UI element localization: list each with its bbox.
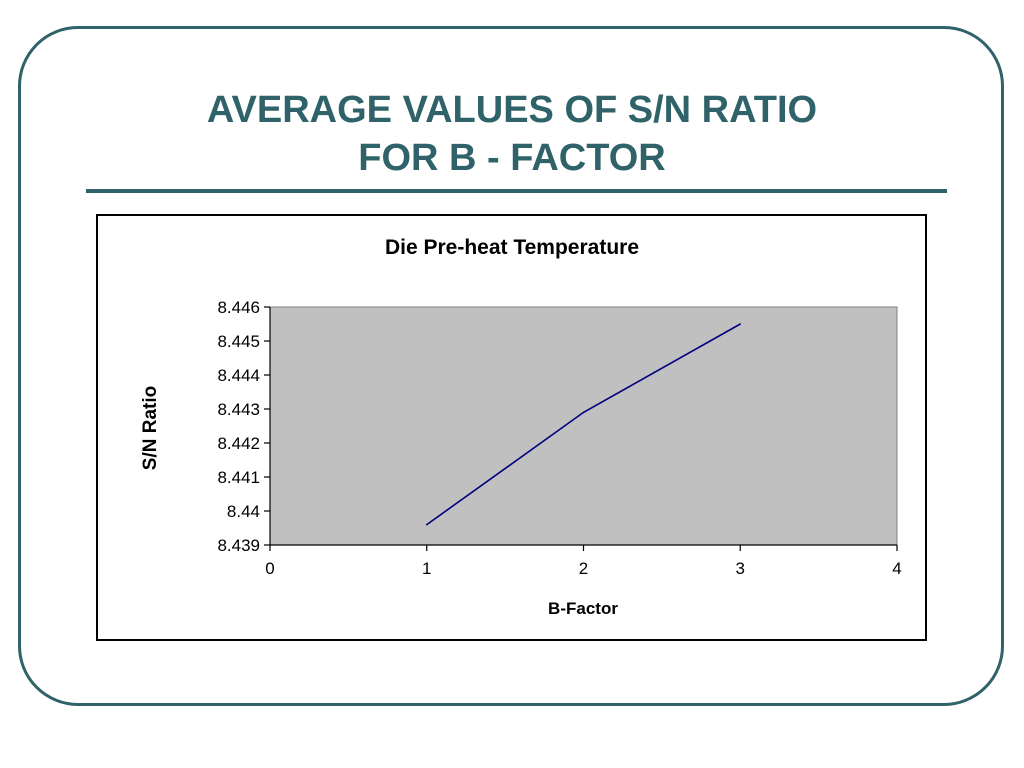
- plot-area: [269, 306, 898, 546]
- x-tick-label: 2: [579, 559, 588, 578]
- x-axis: 0 1 2 3 4: [265, 544, 902, 578]
- y-tick-label: 8.446: [217, 298, 260, 317]
- series-layer: [425, 323, 742, 526]
- chart-title: Die Pre-heat Temperature: [385, 236, 639, 259]
- y-tick-label: 8.444: [217, 366, 260, 385]
- y-axis-label: S/N Ratio: [140, 386, 161, 470]
- y-tick-label: 8.442: [217, 434, 260, 453]
- x-tick-label: 0: [265, 559, 274, 578]
- slide-frame: [18, 26, 1004, 706]
- slide-title-line-2: FOR B - FACTOR: [358, 137, 666, 179]
- y-tick-label: 8.443: [217, 400, 260, 419]
- title-divider: [86, 189, 947, 193]
- data-point: [739, 323, 742, 325]
- y-tick-label: 8.441: [217, 468, 260, 487]
- data-point: [425, 523, 428, 526]
- slide-title: AVERAGE VALUES OF S/N RATIO FOR B - FACT…: [0, 86, 1024, 182]
- data-point: [582, 411, 585, 414]
- chart-container: Die Pre-heat Temperature 8.439 8.44 8.441 8…: [96, 214, 927, 641]
- x-tick-label: 4: [892, 559, 901, 578]
- y-tick-label: 8.445: [217, 332, 260, 351]
- line-chart: Die Pre-heat Temperature 8.4398.448.4418…: [140, 236, 902, 618]
- slide-title-line-1: AVERAGE VALUES OF S/N RATIO: [206, 89, 818, 131]
- y-tick-label: 8.439: [217, 536, 260, 555]
- y-tick-label: 8.44: [227, 502, 260, 521]
- x-tick-label: 3: [736, 559, 745, 578]
- y-axis: 8.439 8.44 8.441 8.442 8.443 8.444 8.445 8.446: [217, 298, 271, 555]
- x-tick-label: 1: [422, 559, 431, 578]
- x-axis-label: B-Factor: [548, 599, 618, 618]
